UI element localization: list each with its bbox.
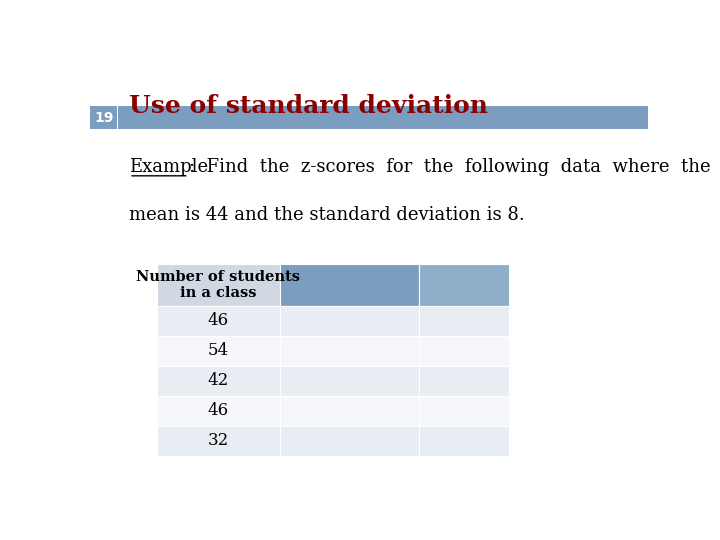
- FancyBboxPatch shape: [157, 366, 279, 396]
- FancyBboxPatch shape: [90, 106, 648, 129]
- FancyBboxPatch shape: [419, 306, 508, 336]
- Text: mean is 44 and the standard deviation is 8.: mean is 44 and the standard deviation is…: [129, 206, 525, 224]
- FancyBboxPatch shape: [279, 396, 419, 426]
- FancyBboxPatch shape: [419, 426, 508, 456]
- Text: Use of standard deviation: Use of standard deviation: [129, 94, 488, 118]
- FancyBboxPatch shape: [419, 265, 508, 306]
- Text: 54: 54: [208, 342, 229, 360]
- FancyBboxPatch shape: [419, 396, 508, 426]
- Text: Number of students
in a class: Number of students in a class: [136, 270, 300, 300]
- Text: 46: 46: [208, 313, 229, 329]
- FancyBboxPatch shape: [157, 336, 279, 366]
- FancyBboxPatch shape: [279, 366, 419, 396]
- FancyBboxPatch shape: [279, 426, 419, 456]
- FancyBboxPatch shape: [419, 336, 508, 366]
- Text: 19: 19: [94, 111, 114, 125]
- FancyBboxPatch shape: [117, 106, 119, 129]
- Text: :  Find  the  z-scores  for  the  following  data  where  the: : Find the z-scores for the following da…: [189, 158, 711, 177]
- Text: 46: 46: [208, 402, 229, 419]
- FancyBboxPatch shape: [157, 426, 279, 456]
- FancyBboxPatch shape: [157, 396, 279, 426]
- FancyBboxPatch shape: [279, 265, 419, 306]
- Text: 42: 42: [207, 372, 229, 389]
- FancyBboxPatch shape: [157, 265, 279, 306]
- FancyBboxPatch shape: [279, 336, 419, 366]
- FancyBboxPatch shape: [157, 306, 279, 336]
- Text: 32: 32: [207, 432, 229, 449]
- Text: Example: Example: [129, 158, 208, 177]
- FancyBboxPatch shape: [279, 306, 419, 336]
- FancyBboxPatch shape: [419, 366, 508, 396]
